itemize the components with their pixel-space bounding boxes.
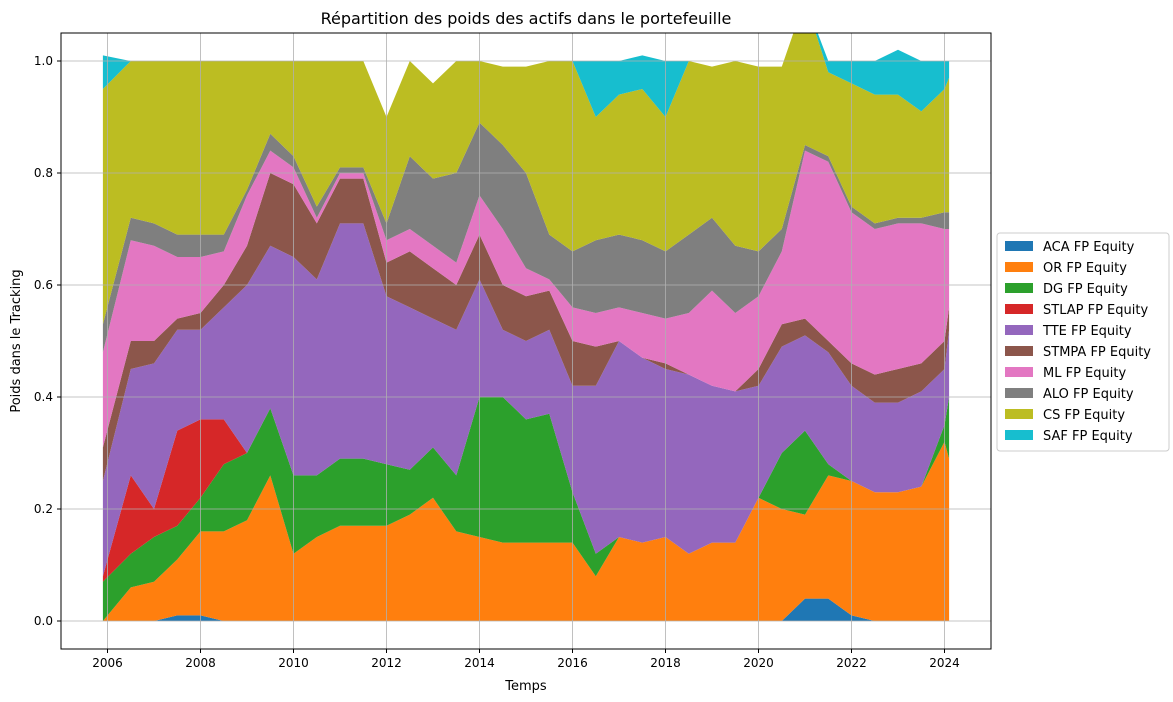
grid-lines — [61, 33, 991, 649]
legend-swatch-tte — [1005, 325, 1033, 335]
x-tick-label: 2016 — [557, 656, 588, 670]
legend: ACA FP Equity OR FP Equity DG FP Equity STL… — [996, 232, 1170, 452]
x-tick-label: 2020 — [743, 656, 774, 670]
legend-label-alo: ALO FP Equity — [1043, 387, 1134, 402]
legend-swatch-ml — [1005, 367, 1033, 377]
legend-swatch-stlap — [1005, 304, 1033, 314]
x-tick-label: 2022 — [836, 656, 867, 670]
legend-label-cs: CS FP Equity — [1043, 408, 1125, 423]
y-axis-label: Poids dans le Tracking — [9, 269, 24, 412]
y-tick-label: 0.2 — [34, 502, 53, 516]
legend-swatch-aca — [1005, 241, 1033, 251]
y-axis-ticks: 0.0 0.2 0.4 0.6 0.8 1.0 — [34, 54, 61, 628]
x-tick-label: 2008 — [185, 656, 216, 670]
x-axis-ticks: 2006 2008 2010 2012 2014 2016 2018 2020 2022 2024 — [92, 649, 960, 670]
legend-label-tte: TTE FP Equity — [1042, 324, 1132, 339]
legend-label-saf: SAF FP Equity — [1043, 429, 1133, 444]
plot-frame — [60, 32, 992, 650]
x-tick-label: 2012 — [371, 656, 402, 670]
stacked-areas — [102, 33, 950, 621]
x-tick-label: 2014 — [464, 656, 495, 670]
legend-label-ml: ML FP Equity — [1043, 366, 1126, 381]
legend-label-stlap: STLAP FP Equity — [1043, 303, 1148, 318]
legend-swatch-saf — [1005, 430, 1033, 440]
x-tick-label: 2024 — [929, 656, 960, 670]
y-tick-label: 0.8 — [34, 166, 53, 180]
legend-swatch-stmpa — [1005, 346, 1033, 356]
x-tick-label: 2010 — [278, 656, 309, 670]
area-alo — [102, 122, 950, 353]
legend-swatch-alo — [1005, 388, 1033, 398]
y-tick-label: 0.6 — [34, 278, 53, 292]
x-tick-label: 2006 — [92, 656, 123, 670]
legend-label-aca: ACA FP Equity — [1043, 240, 1135, 255]
area-ml — [102, 150, 950, 448]
y-tick-label: 0.4 — [34, 390, 53, 404]
area-cs — [102, 33, 950, 325]
legend-label-stmpa: STMPA FP Equity — [1043, 345, 1151, 360]
chart-title: Répartition des poids des actifs dans le… — [321, 9, 732, 28]
area-or — [102, 441, 950, 621]
legend-frame — [996, 232, 1170, 452]
x-axis-label: Temps — [504, 679, 547, 694]
area-stmpa — [102, 173, 950, 481]
area-tte — [102, 223, 950, 577]
x-tick-label: 2018 — [650, 656, 681, 670]
plot-area: 2006 2008 2010 2012 2014 2016 2018 2020 2022 2024… — [34, 32, 992, 670]
y-tick-label: 0.0 — [34, 614, 53, 628]
legend-label-or: OR FP Equity — [1043, 261, 1127, 276]
legend-swatch-dg — [1005, 283, 1033, 293]
y-tick-label: 1.0 — [34, 54, 53, 68]
area-aca — [102, 598, 950, 621]
legend-swatch-cs — [1005, 409, 1033, 419]
legend-swatch-or — [1005, 262, 1033, 272]
legend-label-dg: DG FP Equity — [1043, 282, 1128, 297]
